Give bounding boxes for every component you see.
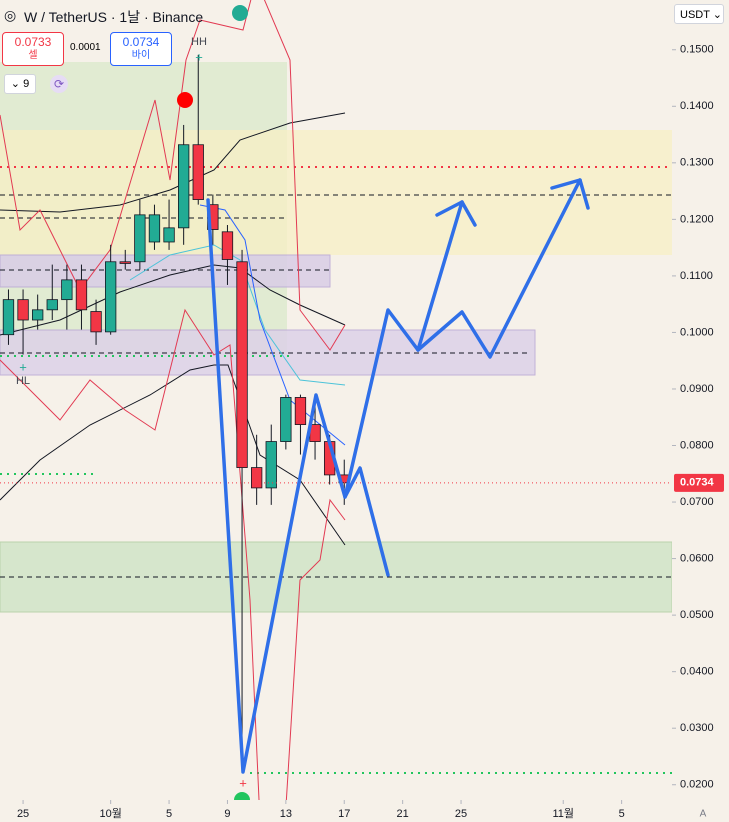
buy-button[interactable]: 0.0734 바이	[110, 32, 172, 66]
auto-scale[interactable]: A	[700, 809, 707, 820]
y-tick-label: 0.1000	[680, 326, 714, 338]
projection-path	[416, 178, 582, 359]
sell-label: 셀	[28, 50, 38, 61]
currency-select[interactable]: USDT ⌄	[674, 4, 724, 24]
ema	[129, 244, 346, 386]
buy-label: 바이	[131, 50, 151, 61]
y-tick-label: 0.0800	[680, 439, 714, 451]
candle-body	[192, 144, 204, 200]
candle-body	[163, 227, 175, 243]
zone	[0, 130, 672, 255]
candle-body	[75, 279, 88, 311]
y-tick-label: 0.1100	[680, 270, 713, 282]
y-tick-label: 0.0400	[680, 666, 714, 678]
currency: USDT	[680, 9, 710, 21]
y-tick-label: 0.0700	[680, 496, 714, 508]
symbol-title[interactable]: W / TetherUS · 1날 · Binance	[24, 9, 204, 25]
annotation: HH	[191, 36, 207, 48]
band-lower	[0, 364, 346, 546]
indicator-toggle[interactable]: ⌄ 9	[4, 74, 36, 94]
arrow-head	[435, 200, 477, 227]
candle-body	[294, 397, 307, 425]
levels	[0, 166, 672, 774]
buy-price: 0.0734	[122, 35, 160, 49]
status-dot	[232, 5, 248, 21]
y-tick-label: 0.0200	[680, 779, 714, 791]
x-tick-label: 10월	[99, 807, 121, 820]
y-tick-label: 0.0500	[680, 609, 714, 621]
annotation: HL	[16, 375, 30, 387]
x-tick-label: 25	[455, 808, 467, 820]
marker	[177, 92, 193, 108]
projection-path	[343, 200, 464, 499]
y-tick-label: 0.1300	[680, 157, 714, 169]
envelope-lower	[0, 308, 346, 822]
candle-body	[90, 311, 102, 333]
candle-body	[148, 214, 161, 243]
y-tick-label: 0.1200	[680, 213, 714, 225]
y-tick-label: 0.0900	[680, 383, 714, 395]
x-tick-label: 5	[619, 808, 625, 820]
x-tick-label: 13	[280, 808, 292, 820]
price-scale	[672, 0, 729, 822]
candle-body	[134, 214, 146, 263]
band-upper	[0, 112, 346, 213]
time-scale	[0, 800, 729, 822]
zone	[0, 254, 331, 288]
candle-body	[250, 467, 263, 489]
band-middle	[0, 264, 346, 336]
candle-body	[178, 144, 190, 229]
zones	[0, 62, 673, 613]
last-price-tag	[674, 473, 724, 492]
sell-button[interactable]: 0.0733 셀	[2, 32, 64, 66]
x-tick-label: 25	[17, 808, 29, 820]
plus: +	[239, 775, 247, 790]
x-tick-label: 5	[166, 808, 172, 820]
refresh-icon[interactable]: ⟳	[50, 75, 68, 93]
x-tick-label: 11월	[552, 807, 574, 820]
last-price-label: 0.0734	[680, 477, 715, 489]
x-tick-label: 9	[224, 808, 230, 820]
plot	[0, 54, 672, 773]
candle-body	[236, 261, 248, 468]
candle-body	[221, 231, 234, 260]
candle-body	[105, 261, 117, 333]
logo: ◎	[4, 7, 17, 23]
arrow-head	[550, 178, 590, 210]
candle-body	[280, 397, 292, 442]
candle-body	[61, 279, 73, 301]
x-tick-label: 17	[338, 808, 350, 820]
candle-body	[265, 441, 277, 489]
projection	[206, 178, 590, 774]
indicator-count: 9	[23, 78, 30, 90]
candle-body	[2, 299, 15, 336]
x-tick-label: 21	[397, 808, 409, 820]
envelope-upper	[0, 0, 346, 351]
projection-path	[206, 198, 390, 774]
y-tick-label: 0.0600	[680, 552, 714, 564]
plus: +	[195, 49, 203, 64]
spread: 0.0001	[70, 42, 101, 53]
sell-price: 0.0733	[14, 35, 52, 49]
candle-body	[17, 299, 29, 321]
y-tick-label: 0.0300	[680, 722, 714, 734]
candle-body	[119, 261, 131, 264]
marker	[234, 792, 250, 800]
y-tick-label: 0.1500	[680, 44, 714, 56]
candle-body	[46, 299, 58, 311]
candle-body	[32, 309, 44, 321]
y-tick-label: 0.1400	[680, 100, 714, 112]
plus: +	[19, 359, 27, 374]
